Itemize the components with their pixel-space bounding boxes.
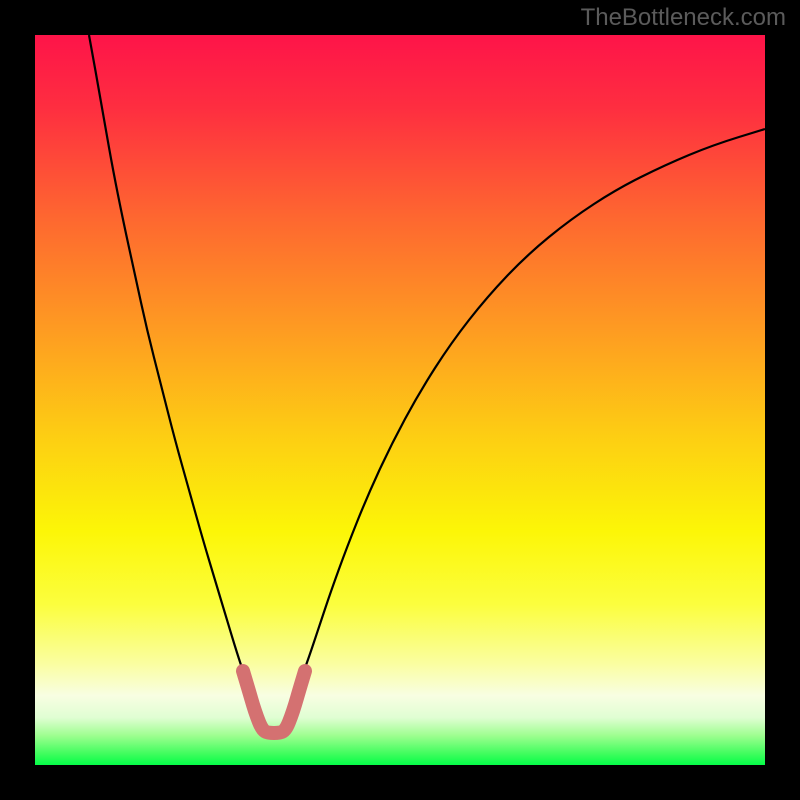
chart-canvas: TheBottleneck.com: [0, 0, 800, 800]
watermark-text: TheBottleneck.com: [581, 4, 786, 32]
bottleneck-curve-right: [295, 129, 765, 695]
bottleneck-valley-highlight: [243, 671, 305, 733]
curve-layer: [35, 35, 765, 765]
bottleneck-curve-left: [89, 35, 251, 695]
